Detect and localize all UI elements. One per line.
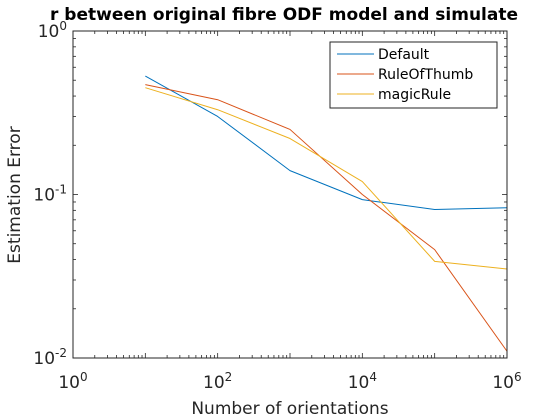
y-axis-label: Estimation Error (5, 126, 25, 263)
x-axis-label: Number of orientations (191, 399, 388, 419)
legend-label-ruleofthumb: RuleOfThumb (378, 67, 473, 83)
legend-label-magicrule: magicRule (378, 87, 451, 103)
chart-title: r between original fibre ODF model and s… (50, 5, 518, 25)
legend: Default RuleOfThumb magicRule (330, 42, 497, 108)
legend-label-default: Default (378, 47, 430, 63)
